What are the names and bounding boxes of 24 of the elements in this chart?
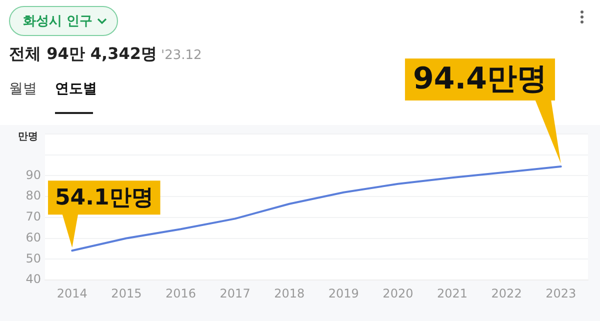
- text: 연도별: [55, 80, 97, 98]
- x-tick-label: 2021: [436, 286, 468, 300]
- x-tick-label: 2016: [165, 286, 196, 300]
- x-tick-label: 2018: [274, 286, 305, 300]
- y-tick-label: 90: [26, 168, 41, 182]
- text: 월별: [9, 80, 37, 98]
- y-tick-label: 50: [26, 251, 41, 266]
- x-tick-label: 2017: [220, 286, 250, 300]
- x-tick-label: 2022: [491, 286, 522, 300]
- text: '23.12: [161, 48, 202, 63]
- chart-subtitle: 전체 94만 4,342명: [9, 44, 158, 63]
- y-tick-label: 70: [26, 210, 41, 224]
- annotation: 94.4만명: [412, 61, 548, 96]
- y-tick-label: 60: [26, 230, 41, 244]
- y-axis-title: 만명: [18, 132, 38, 143]
- x-tick-label: 2014: [56, 286, 88, 300]
- x-tick-label: 2015: [111, 286, 142, 300]
- x-tick-label: 2020: [382, 286, 414, 300]
- y-tick-label: 80: [26, 188, 41, 203]
- x-tick-label: 2023: [546, 286, 576, 300]
- annotation: 54.1만명: [55, 185, 154, 210]
- x-tick-label: 2019: [328, 286, 359, 300]
- y-tick-label: 40: [26, 272, 41, 286]
- chart-title: 화성시 인구: [23, 13, 93, 30]
